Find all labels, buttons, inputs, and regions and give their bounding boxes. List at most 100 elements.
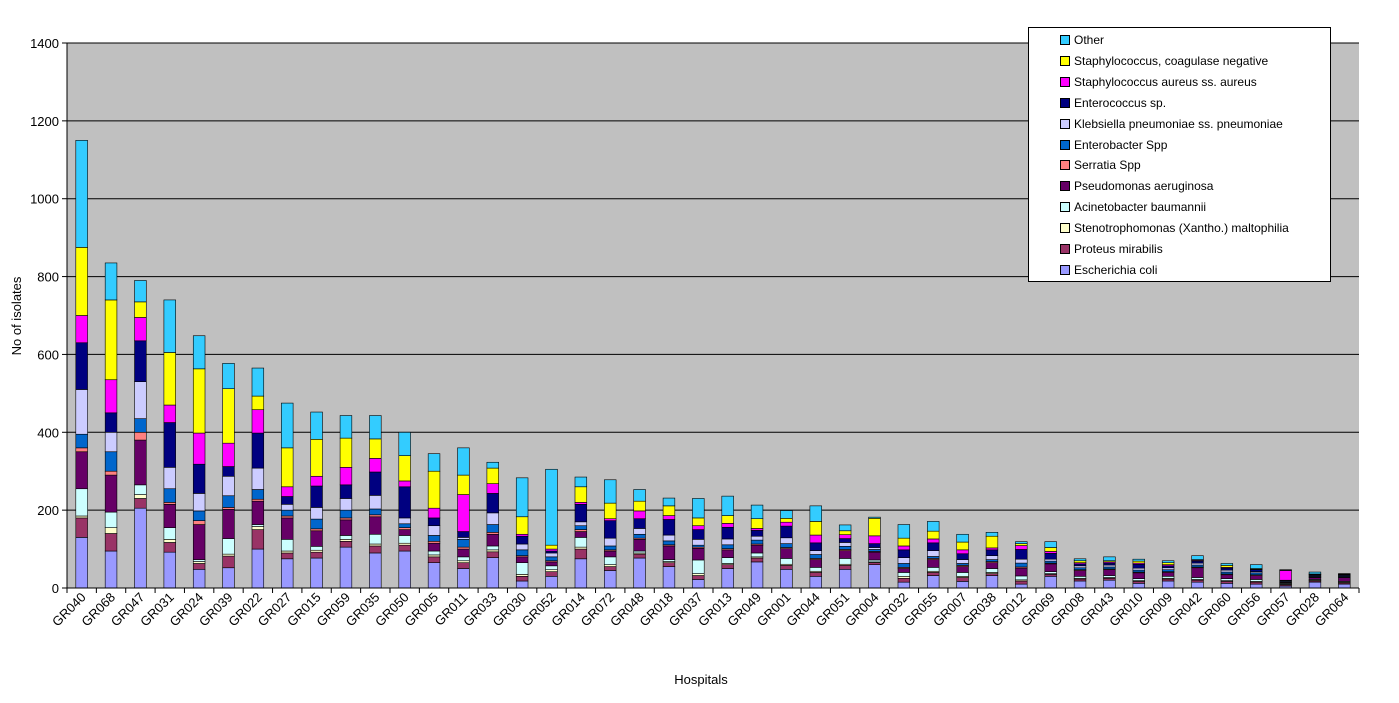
bar-segment xyxy=(838,558,852,565)
bar-stack-gr024 xyxy=(192,335,206,589)
bar-segment xyxy=(927,542,940,551)
bar-segment xyxy=(486,557,499,589)
bar-segment xyxy=(134,317,147,342)
bar-segment xyxy=(310,557,323,589)
bar-stack-gr014 xyxy=(574,476,588,589)
bar-segment xyxy=(956,549,969,555)
bar-segment xyxy=(281,447,294,488)
y-tick-label: 1200 xyxy=(30,114,59,129)
bar-segment xyxy=(633,500,646,512)
bar-segment xyxy=(192,563,206,570)
bar-segment xyxy=(868,518,881,537)
bar-stack-gr008 xyxy=(1073,558,1087,589)
bar-segment xyxy=(163,352,176,406)
bar-segment xyxy=(486,551,499,558)
bar-segment xyxy=(398,529,411,536)
bar-segment xyxy=(1161,560,1175,563)
bar-segment xyxy=(1103,569,1116,576)
bar-segment xyxy=(163,551,176,589)
bar-segment xyxy=(574,537,588,548)
bar-segment xyxy=(692,579,705,589)
bar-segment xyxy=(809,554,822,559)
bar-segment xyxy=(780,543,793,548)
bar-segment xyxy=(457,562,470,569)
x-tick-label: GR064 xyxy=(1312,590,1352,630)
bar-segment xyxy=(310,546,323,551)
bar-segment xyxy=(1073,570,1087,577)
bar-segment xyxy=(897,572,911,577)
bar-segment xyxy=(633,510,646,520)
bar-segment xyxy=(134,431,147,441)
bar-segment xyxy=(163,488,176,503)
bar-segment xyxy=(809,567,822,572)
bar-segment xyxy=(75,488,88,517)
bar-segment xyxy=(339,519,353,536)
bar-segment xyxy=(251,500,265,525)
bar-segment xyxy=(310,530,323,547)
bar-segment xyxy=(1308,571,1322,575)
bar-segment xyxy=(927,567,940,572)
bar-segment xyxy=(721,549,734,558)
bar-segment xyxy=(1132,558,1145,562)
legend-item: Staphylococcus, coagulase negative xyxy=(1060,53,1268,69)
bar-stack-gr052 xyxy=(545,468,558,589)
bar-stack-gr057 xyxy=(1279,569,1292,589)
legend-label: Enterococcus sp. xyxy=(1074,95,1167,110)
bar-segment xyxy=(192,463,206,494)
bar-segment xyxy=(721,495,734,516)
bar-stack-gr050 xyxy=(398,431,411,589)
bar-segment xyxy=(104,550,118,589)
bar-segment xyxy=(897,568,911,573)
legend-label: Acinetobacter baumannii xyxy=(1074,200,1207,215)
bar-segment xyxy=(1338,583,1351,589)
bar-stack-gr059 xyxy=(339,415,353,589)
bar-segment xyxy=(369,508,382,516)
bar-segment xyxy=(104,431,118,453)
bar-segment xyxy=(604,550,617,558)
bar-segment xyxy=(662,540,676,546)
legend-label: Enterobacter Spp xyxy=(1074,137,1168,152)
bar-segment xyxy=(809,534,822,544)
bar-segment xyxy=(574,548,588,560)
bar-segment xyxy=(1103,556,1116,562)
bar-stack-gr064 xyxy=(1338,573,1351,589)
bar-segment xyxy=(369,458,382,473)
bar-segment xyxy=(604,502,617,520)
bar-segment xyxy=(134,301,147,318)
bar-segment xyxy=(104,379,118,414)
bar-segment xyxy=(633,528,646,535)
bar-segment xyxy=(339,484,353,499)
bar-segment xyxy=(780,525,793,539)
bar-segment xyxy=(427,550,441,556)
legend-swatch xyxy=(1060,118,1070,129)
bar-segment xyxy=(604,537,617,547)
bar-segment xyxy=(897,524,911,539)
bar-segment xyxy=(251,409,265,434)
bar-segment xyxy=(75,537,88,589)
bar-segment xyxy=(104,412,118,433)
bar-segment xyxy=(222,475,235,497)
bar-segment xyxy=(868,543,881,548)
bar-segment xyxy=(927,550,940,557)
bar-stack-gr042 xyxy=(1191,555,1204,589)
bar-segment xyxy=(838,546,852,550)
bar-segment xyxy=(633,557,646,589)
bar-segment xyxy=(1073,580,1087,589)
bar-segment xyxy=(662,545,676,560)
bar-segment xyxy=(897,549,911,558)
bar-segment xyxy=(545,544,558,550)
bar-segment xyxy=(222,538,235,555)
legend-item: Enterobacter Spp xyxy=(1060,137,1167,153)
bar-segment xyxy=(310,507,323,520)
bar-stack-gr056 xyxy=(1250,564,1263,589)
bar-segment xyxy=(750,557,764,563)
x-tick-labels: GR040GR068GR047GR031GR024GR039GR022GR027… xyxy=(49,590,1351,630)
bar-segment xyxy=(222,495,235,508)
legend-label: Serratia Spp xyxy=(1074,158,1141,173)
bar-segment xyxy=(692,498,705,519)
bar-segment xyxy=(574,504,588,523)
bar-segment xyxy=(457,531,470,538)
bar-segment xyxy=(163,527,176,540)
bar-segment xyxy=(398,486,411,519)
x-axis-label: Hospitals xyxy=(674,672,728,687)
